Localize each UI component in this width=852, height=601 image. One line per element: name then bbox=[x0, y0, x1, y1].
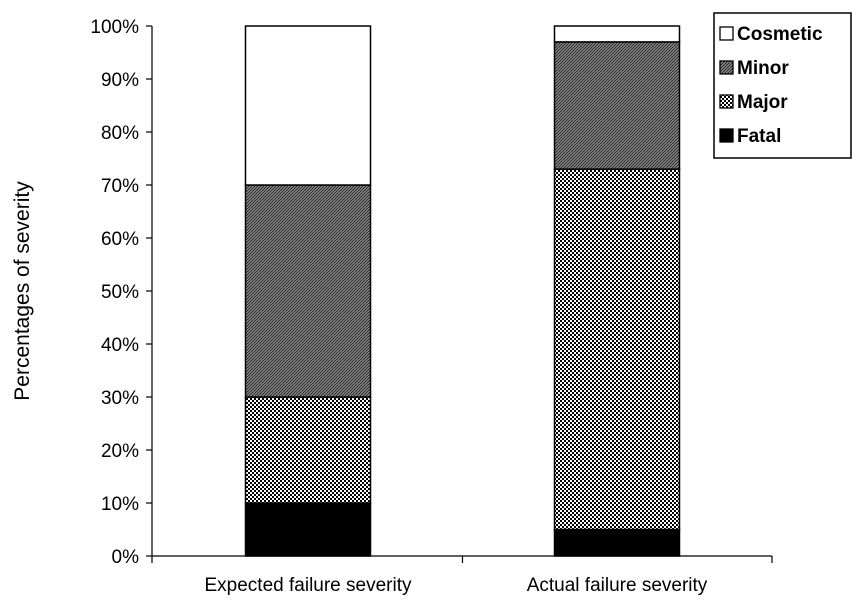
bar-segment-minor bbox=[244, 184, 372, 398]
y-tick-label: 10% bbox=[101, 494, 139, 515]
legend-label-minor: Minor bbox=[737, 58, 789, 79]
bar-segment-minor bbox=[553, 41, 681, 170]
bars bbox=[244, 25, 681, 557]
y-tick-label: 80% bbox=[101, 123, 139, 144]
legend-swatch-cosmetic bbox=[719, 26, 734, 41]
legend-box bbox=[713, 12, 852, 159]
x-category-label: Actual failure severity bbox=[527, 575, 708, 596]
y-tick-label: 60% bbox=[101, 229, 139, 250]
legend-label-major: Major bbox=[737, 92, 788, 113]
legend: Cosmetic Minor Major Fatal bbox=[713, 12, 852, 159]
bar-segment-fatal bbox=[244, 502, 372, 557]
y-tick-label: 0% bbox=[112, 547, 140, 568]
legend-label-cosmetic: Cosmetic bbox=[737, 24, 823, 45]
y-tick-label: 40% bbox=[101, 335, 139, 356]
y-tick-label: 30% bbox=[101, 388, 139, 409]
y-tick-label: 100% bbox=[90, 17, 139, 38]
legend-swatch-minor bbox=[719, 60, 734, 75]
x-axis-labels: Expected failure severity Actual failure … bbox=[205, 575, 708, 596]
legend-swatch-fatal bbox=[719, 128, 734, 143]
y-tick-label: 20% bbox=[101, 441, 139, 462]
x-category-label: Expected failure severity bbox=[205, 575, 412, 596]
bar-segment-major bbox=[244, 396, 372, 504]
y-tick-label: 90% bbox=[101, 70, 139, 91]
legend-swatch-major bbox=[719, 94, 734, 109]
y-axis-ticks: 0% 10% 20% 30% 40% 50% 60% 70% 80% 90% 100% bbox=[90, 17, 152, 568]
y-tick-label: 70% bbox=[101, 176, 139, 197]
y-axis-label: Percentages of severity bbox=[11, 181, 34, 401]
bar-segment-cosmetic bbox=[244, 25, 372, 186]
bar-segment-fatal bbox=[553, 528, 681, 557]
bar-segment-cosmetic bbox=[553, 25, 681, 43]
y-tick-label: 50% bbox=[101, 282, 139, 303]
legend-label-fatal: Fatal bbox=[737, 126, 781, 147]
bar-segment-major bbox=[553, 168, 681, 531]
